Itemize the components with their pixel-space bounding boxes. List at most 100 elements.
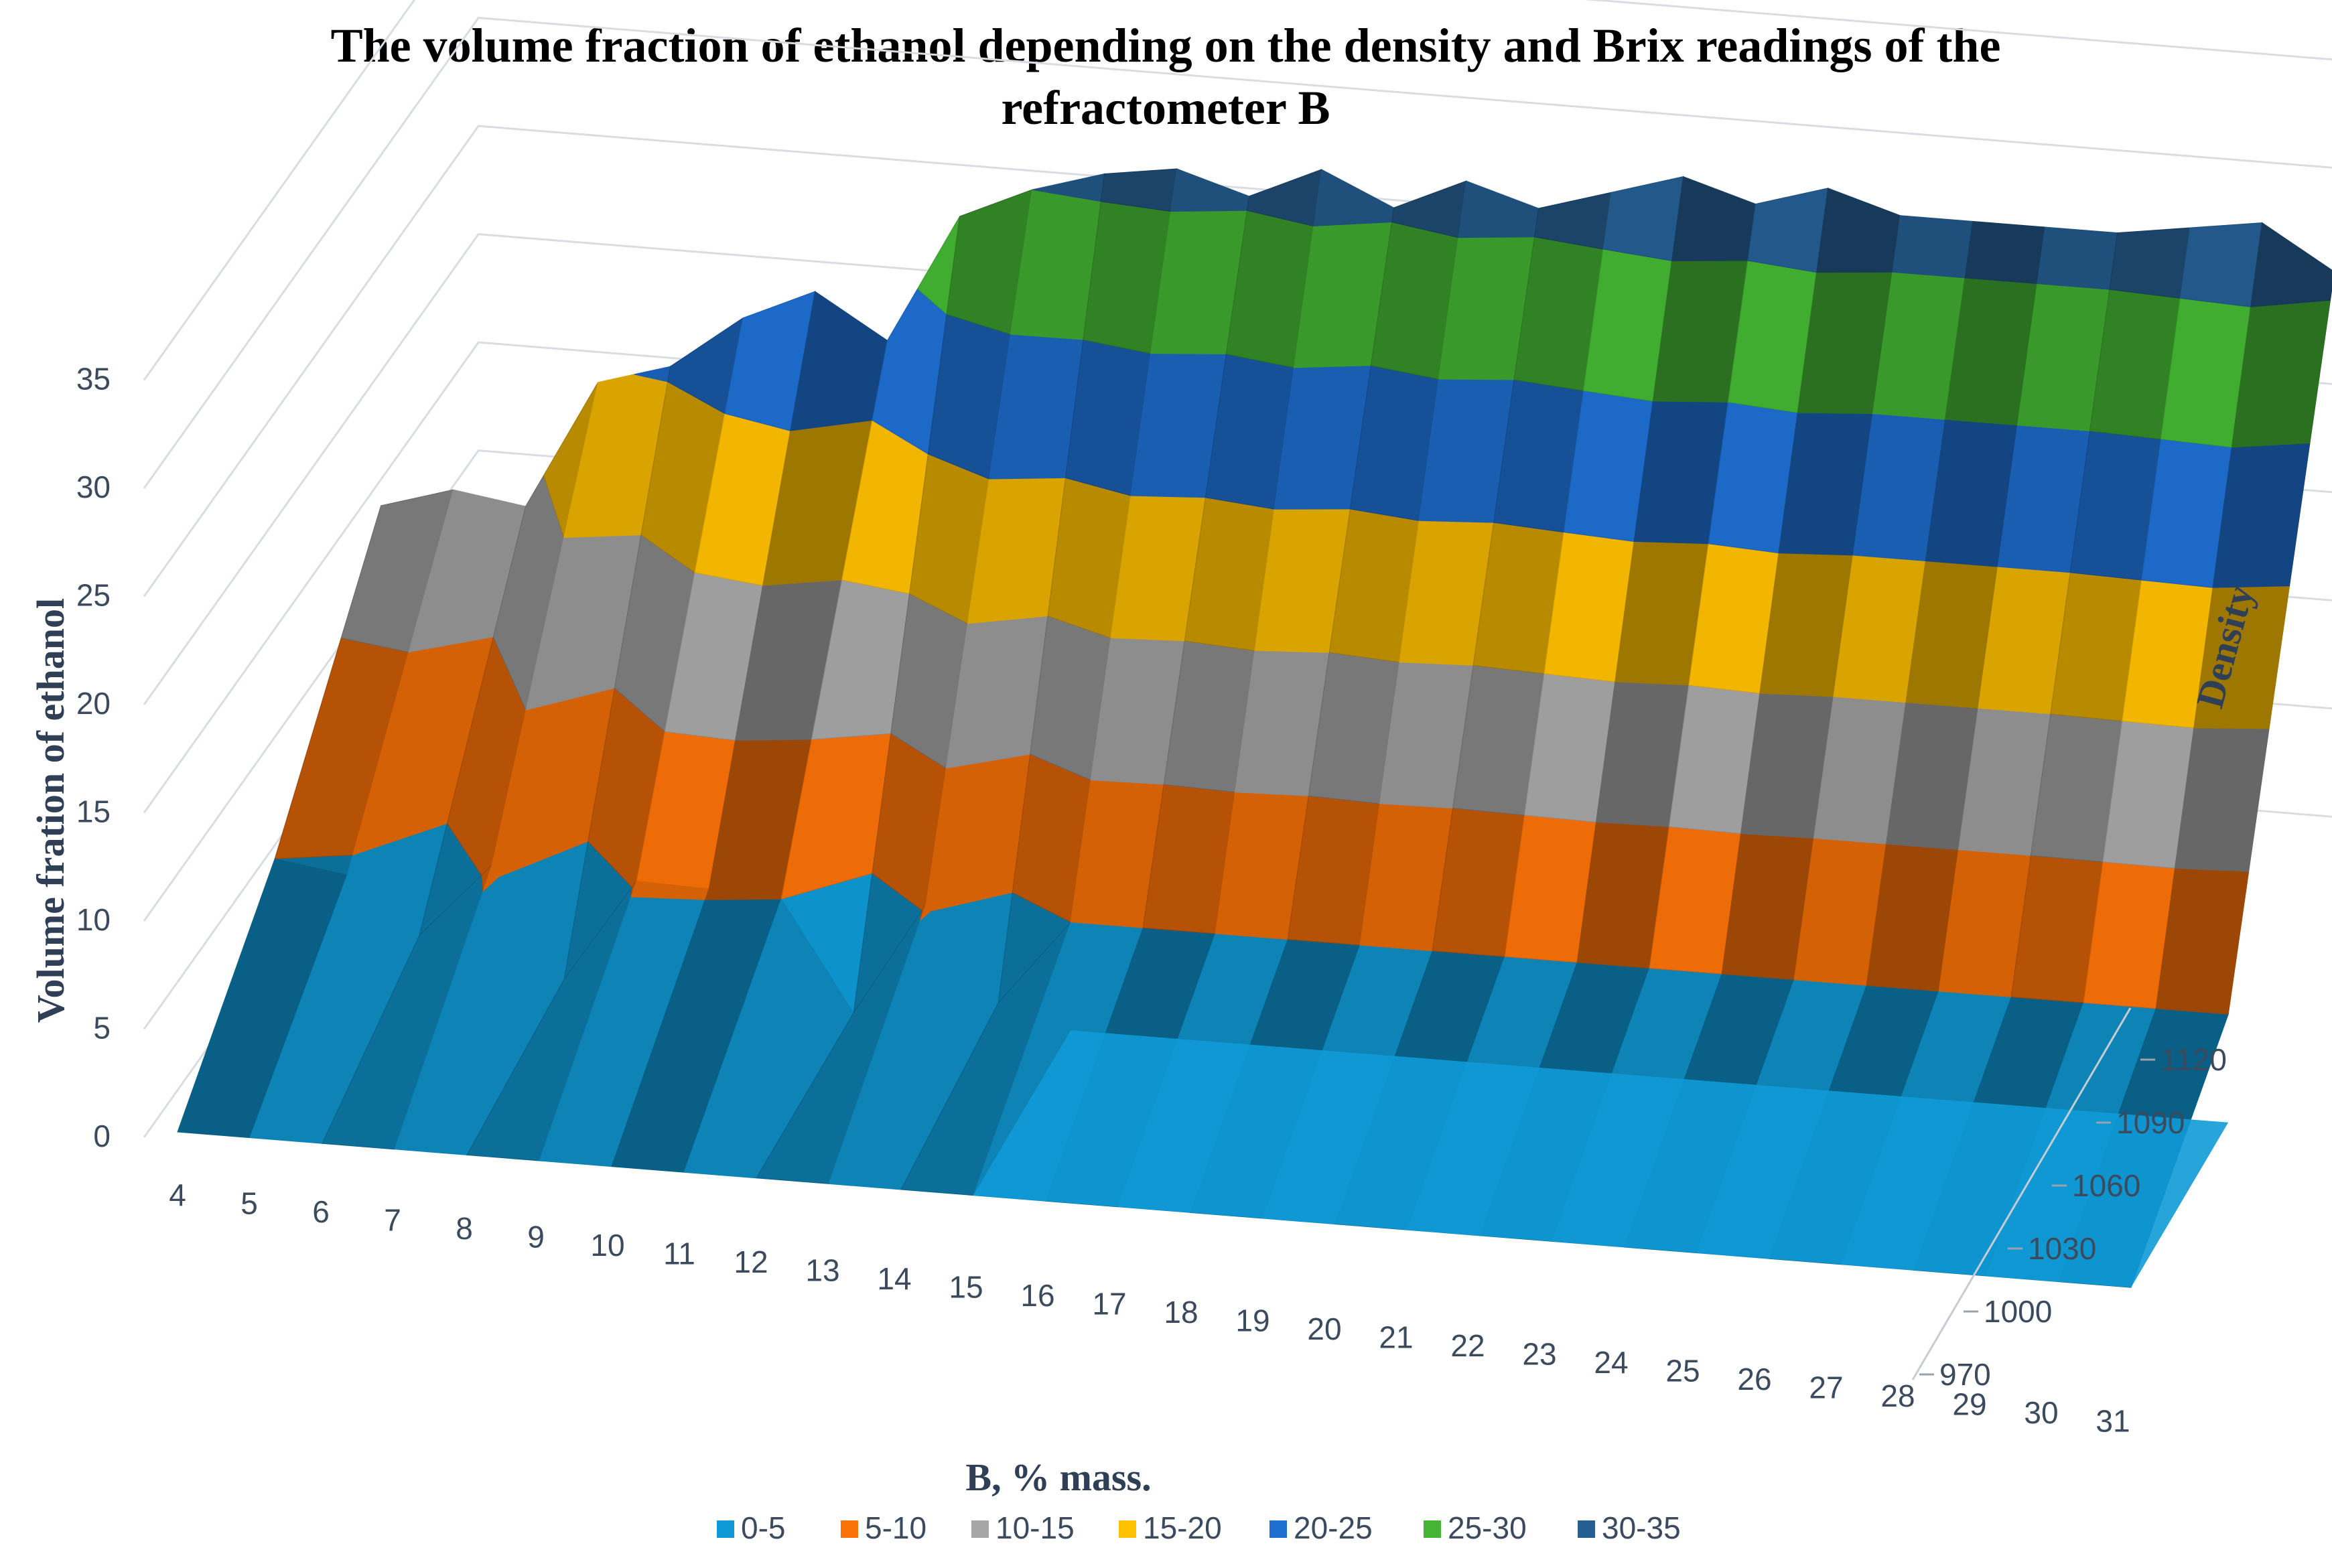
- legend-label-25-30: 25-30: [1448, 1510, 1527, 1545]
- x-tick-label: 14: [877, 1261, 911, 1296]
- surface-facet-band-5-10: [704, 888, 782, 900]
- x-tick-label: 11: [663, 1236, 695, 1271]
- x-tick-label: 29: [1952, 1387, 1986, 1422]
- surface-facet-band-5-10: [1794, 979, 1867, 986]
- surface-facet-band-5-10: [1071, 922, 1144, 928]
- legend: 0-5 5-10 10-15 15-20 20-25 25-30 30-35: [717, 1510, 1681, 1545]
- chart-title: The volume fraction of ethanol depending…: [331, 19, 2001, 135]
- surface-facet-band-0-5: [828, 910, 999, 1190]
- surface-facet-band-5-10: [2083, 1002, 2156, 1009]
- x-tick-label: 8: [456, 1211, 473, 1246]
- surface-facet-band-30-35: [1458, 180, 1539, 238]
- surface-facet-band-5-10: [2156, 1008, 2229, 1015]
- y-tick-label: 15: [76, 794, 111, 829]
- surface-facet-band-30-35: [1602, 176, 1684, 261]
- surface-facet-band-5-10: [1649, 968, 1722, 975]
- density-axis-ticks: 970 1000 1030 1060 1090 1120: [1911, 1007, 2227, 1392]
- x-tick-label: 22: [1450, 1328, 1485, 1363]
- density-tick-label: 1000: [1984, 1294, 2052, 1329]
- surface: [177, 168, 2332, 1288]
- y-tick-label: 20: [76, 686, 111, 721]
- x-tick-label: 20: [1307, 1311, 1341, 1346]
- density-axis-line: [1911, 1007, 2132, 1380]
- y-axis-ticks: 0 5 10 15 20 25 30 35: [76, 362, 111, 1154]
- x-tick-label: 18: [1164, 1295, 1198, 1330]
- legend-label-15-20: 15-20: [1143, 1510, 1222, 1545]
- x-tick-label: 25: [1665, 1354, 1700, 1388]
- y-tick-label: 10: [76, 902, 111, 937]
- x-tick-label: 9: [527, 1220, 545, 1255]
- legend-label-20-25: 20-25: [1294, 1510, 1373, 1545]
- x-tick-label: 17: [1092, 1287, 1126, 1322]
- surface-facet-band-5-10: [1505, 956, 1578, 963]
- surface-facet-band-30-35: [2037, 226, 2118, 290]
- legend-swatch-15-20: [1119, 1520, 1136, 1538]
- surface-facet-band-5-10: [1722, 973, 1795, 981]
- chart-title-line-2: refractometer B: [1001, 81, 1330, 135]
- surface-facet-band-30-35: [1313, 169, 1395, 227]
- x-tick-label: 4: [169, 1178, 186, 1212]
- x-tick-label: 31: [2096, 1404, 2130, 1439]
- x-tick-label: 30: [2024, 1395, 2058, 1430]
- y-tick-label: 0: [93, 1119, 111, 1153]
- legend-label-30-35: 30-35: [1602, 1510, 1681, 1545]
- x-tick-label: 16: [1020, 1278, 1054, 1313]
- x-tick-label: 19: [1235, 1303, 1270, 1338]
- gridline: [143, 0, 2332, 381]
- x-tick-label: 21: [1379, 1320, 1413, 1355]
- surface-facet-band-5-10: [1577, 962, 1650, 969]
- legend-label-10-15: 10-15: [996, 1510, 1075, 1545]
- surface-facet-band-5-10: [1866, 985, 1939, 992]
- surface-facet-band-30-35: [1671, 176, 1757, 261]
- surface-facet-band-30-35: [1964, 220, 2046, 285]
- legend-label-5-10: 5-10: [865, 1510, 927, 1545]
- x-tick-label: 12: [734, 1244, 768, 1279]
- surface-facet-band-0-5: [394, 876, 565, 1155]
- x-axis-ticks: 4 5 6 7 8 9 10 11 12 13 14 15 16 17 18 19 20 21 22 23 24 25 26…: [169, 1178, 2130, 1439]
- y-tick-label: 5: [93, 1011, 111, 1046]
- legend-label-0-5: 0-5: [741, 1510, 785, 1545]
- x-axis-title: B, % mass.: [965, 1455, 1151, 1499]
- surface-floor: [973, 1030, 2229, 1288]
- surface-facet-band-5-10: [919, 903, 932, 921]
- x-tick-label: 10: [590, 1228, 624, 1263]
- x-tick-label: 13: [805, 1253, 839, 1288]
- x-tick-label: 27: [1809, 1370, 1843, 1405]
- x-tick-label: 28: [1880, 1378, 1915, 1413]
- x-tick-label: 26: [1737, 1362, 1771, 1397]
- legend-swatch-30-35: [1578, 1520, 1595, 1538]
- legend-swatch-0-5: [717, 1520, 734, 1538]
- density-tick-label: 970: [1939, 1357, 1991, 1392]
- density-tick-label: 1030: [2028, 1231, 2096, 1266]
- legend-swatch-5-10: [841, 1520, 858, 1538]
- y-tick-label: 30: [76, 470, 111, 504]
- surface-facet-band-30-35: [2250, 222, 2332, 307]
- x-tick-label: 5: [241, 1186, 258, 1221]
- gridline: [143, 17, 2332, 489]
- surface-facet-band-5-10: [1215, 933, 1288, 940]
- x-tick-label: 15: [949, 1270, 983, 1305]
- density-tick-label: 1120: [2160, 1042, 2227, 1077]
- density-tick-label: 1090: [2116, 1105, 2185, 1140]
- surface-facet-band-5-10: [1360, 944, 1433, 952]
- surface-facet-band-30-35: [1892, 215, 1974, 279]
- surface-facet-band-30-35: [2179, 222, 2263, 307]
- surface-facet-band-5-10: [2011, 997, 2084, 1003]
- legend-swatch-10-15: [971, 1520, 989, 1538]
- y-tick-label: 35: [76, 362, 111, 397]
- y-tick-label: 25: [76, 578, 111, 613]
- density-tick-label: 1060: [2072, 1168, 2140, 1203]
- surface-facet-band-30-35: [1170, 168, 1250, 212]
- legend-swatch-20-25: [1270, 1520, 1287, 1538]
- y-axis-title: Volume fration of ethanol: [29, 598, 72, 1023]
- surface-facet-band-30-35: [2109, 227, 2191, 299]
- surface-facet-band-5-10: [1288, 939, 1361, 946]
- surface-facet-band-30-35: [1747, 188, 1829, 273]
- legend-swatch-25-30: [1424, 1520, 1441, 1538]
- x-tick-label: 6: [312, 1194, 330, 1229]
- x-tick-label: 7: [384, 1203, 401, 1238]
- surface-facet-band-5-10: [482, 864, 500, 892]
- surface-facet-band-5-10: [1143, 927, 1216, 934]
- surface-facet-band-5-10: [1432, 950, 1505, 957]
